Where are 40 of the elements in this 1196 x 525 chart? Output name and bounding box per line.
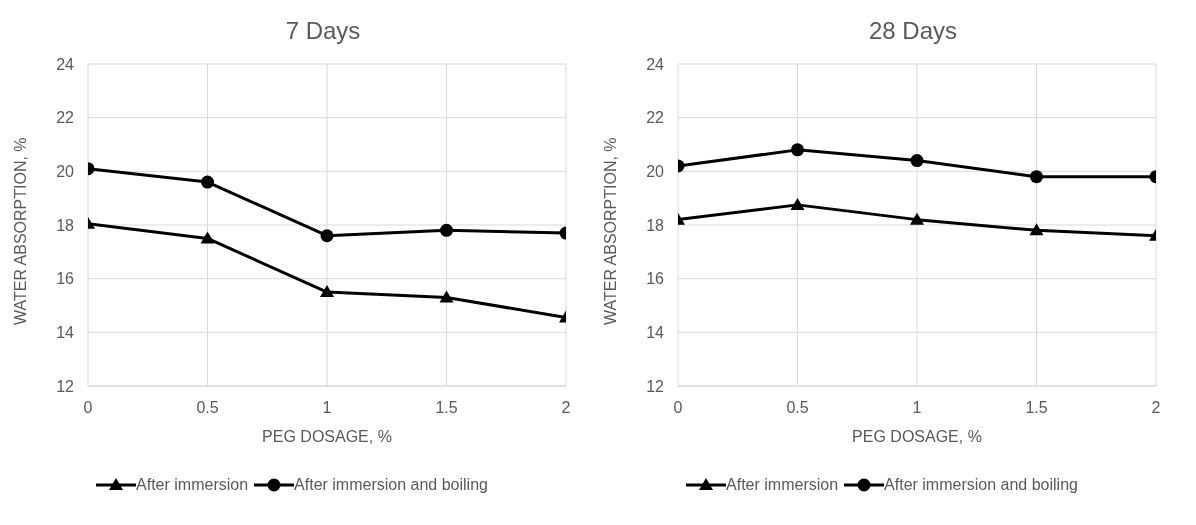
x-tick-label: 0.5 [786, 399, 809, 417]
point [320, 285, 334, 298]
legend-label: After immersion and boiling [884, 476, 1078, 494]
y-axis-title: WATER ABSORPTION, % [11, 137, 29, 325]
y-tick-label: 22 [646, 109, 665, 127]
point [439, 290, 454, 303]
point [440, 223, 453, 237]
y-tick-label: 12 [56, 377, 75, 395]
point [200, 231, 215, 244]
point [201, 175, 214, 189]
x-axis-title: PEG DOSAGE, % [852, 428, 982, 445]
chart-title: 28 Days [867, 16, 958, 46]
y-tick-label: 16 [56, 270, 75, 288]
y-tick-label: 22 [56, 109, 75, 127]
point [320, 229, 334, 243]
y-tick-label: 24 [646, 55, 665, 73]
x-tick-label: 1 [912, 399, 922, 417]
y-tick-label: 14 [646, 324, 665, 342]
legend-label: After immersion [726, 476, 839, 494]
y-axis-title: WATER ABSORPTION, % [601, 137, 619, 325]
x-tick-label: 0 [673, 399, 683, 417]
x-tick-label: 0.5 [196, 399, 219, 417]
x-tick-label: 2 [1151, 399, 1161, 417]
chart-title: 7 Days [284, 16, 362, 46]
y-tick-label: 20 [646, 163, 665, 181]
x-tick-label: 1.5 [1025, 399, 1048, 417]
x-axis-title: PEG DOSAGE, % [262, 428, 392, 445]
legend-label: After immersion [136, 476, 249, 494]
y-tick-label: 12 [646, 377, 665, 395]
x-tick-label: 1 [322, 399, 332, 417]
x-tick-label: 0 [83, 399, 93, 417]
y-tick-label: 14 [56, 324, 75, 342]
y-tick-label: 16 [646, 270, 665, 288]
y-tick-label: 20 [56, 163, 75, 181]
y-tick-label: 18 [56, 216, 75, 234]
y-tick-label: 24 [56, 55, 75, 73]
y-tick-label: 18 [646, 216, 665, 234]
x-tick-label: 1.5 [435, 399, 458, 417]
x-tick-label: 2 [561, 399, 571, 417]
legend-label: After immersion and boiling [294, 476, 488, 494]
